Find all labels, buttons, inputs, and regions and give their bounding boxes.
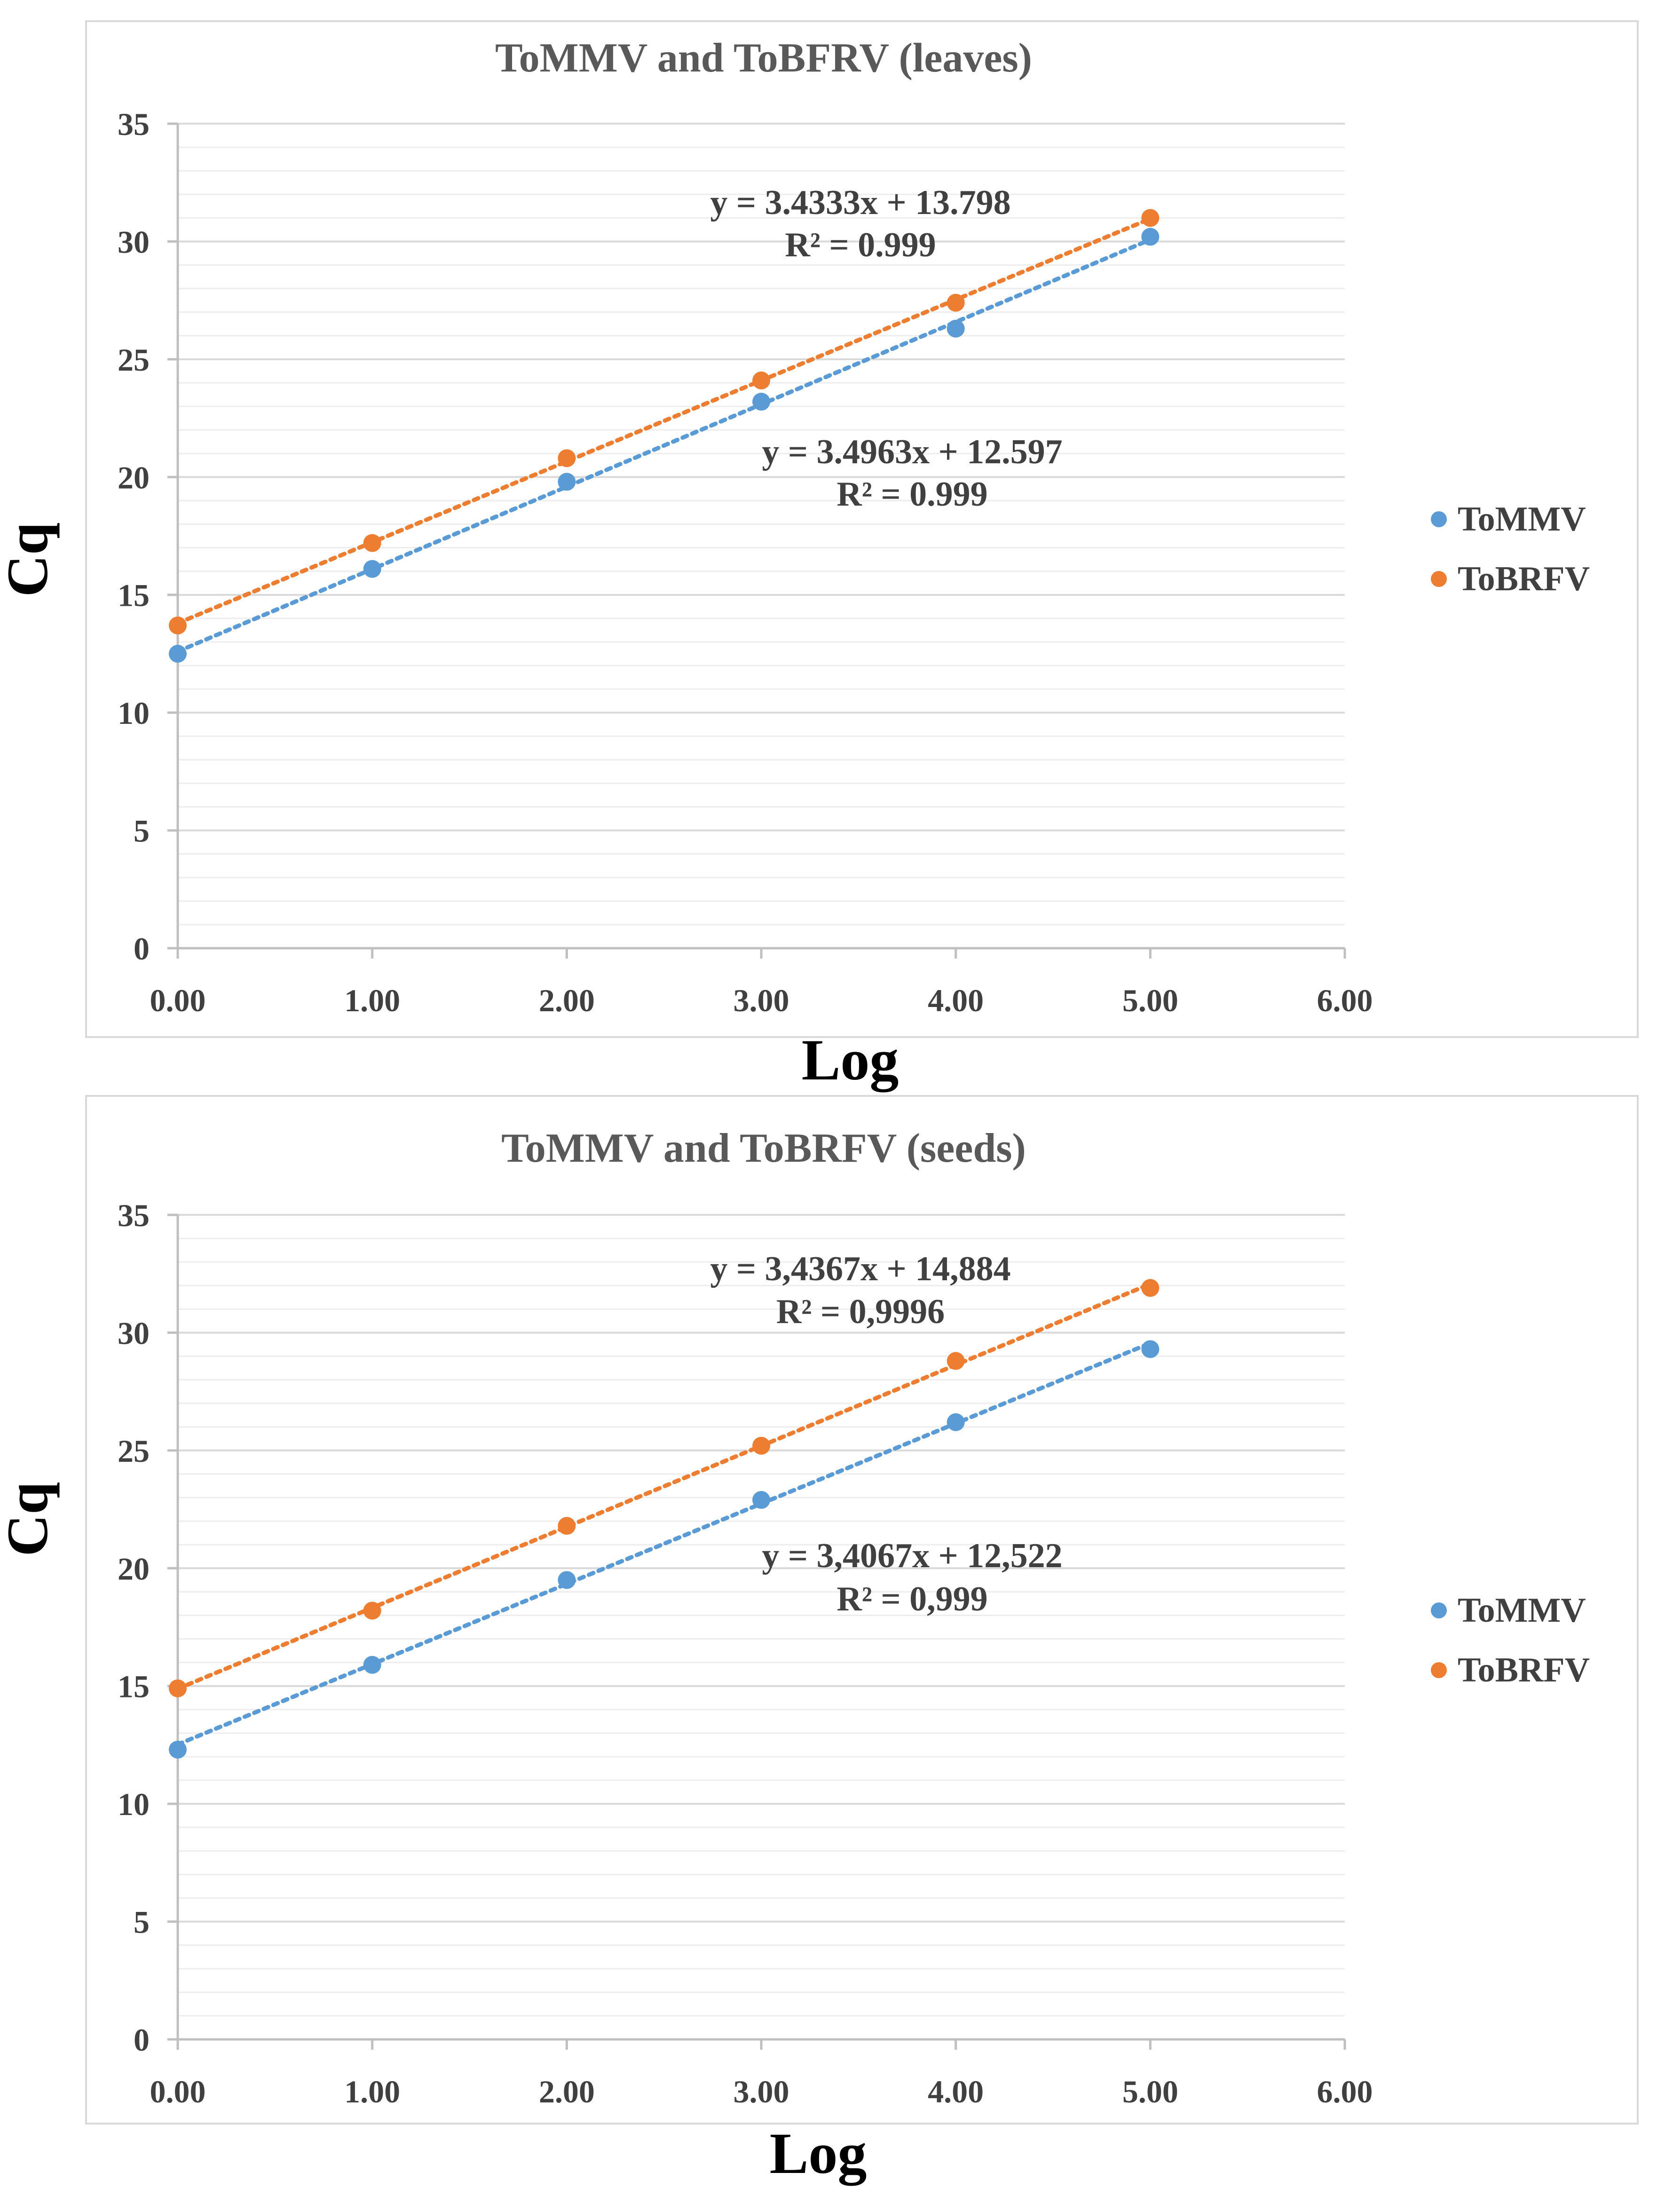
data-point-tommv [947,319,965,338]
x-tick-label: 1.00 [344,983,400,1018]
x-tick-label: 5.00 [1122,983,1178,1018]
trendline-tommv [175,1341,1152,1747]
data-point-tobrfv [752,1436,770,1455]
data-point-tobrfv [169,1679,187,1697]
x-axis-title: Log [802,1028,899,1093]
data-point-tobrfv [1141,1279,1160,1297]
trendline-tommv [175,237,1152,654]
data-point-tommv [169,1740,187,1759]
legend-label-tommv: ToMMV [1458,500,1586,539]
x-tick-label: 1.00 [344,2074,400,2109]
r-squared-label-tobrfv: R² = 0.999 [785,226,936,264]
trendline-equation-tobrfv: y = 3,4367x + 14,884 [710,1250,1010,1288]
legend-label-tobrfv: ToBRFV [1458,1651,1590,1689]
data-point-tommv [558,1571,576,1589]
data-point-tobrfv [947,1352,965,1370]
y-tick-label: 30 [118,224,150,260]
y-tick-label: 35 [118,106,150,142]
legend: ToMMV ToBRFV [1431,1591,1590,1689]
legend-label-tobrfv: ToBRFV [1458,560,1590,598]
legend: ToMMV ToBRFV [1431,500,1590,598]
data-point-tobrfv [363,534,381,552]
data-point-tobrfv [558,1517,576,1535]
data-point-tobrfv [169,616,187,634]
y-tick-label: 10 [118,695,150,731]
r-squared-label-tommv: R² = 0.999 [836,475,987,514]
y-tick-label: 15 [118,1669,150,1705]
y-tick-label: 25 [118,1433,150,1469]
chart-panel-seeds: 0 5 10 15 20 25 30 35 0.00 1.00 2.00 3.00 4.00 5.00 6.… [0,1095,1639,2186]
y-tick-label: 35 [118,1197,150,1233]
data-point-tommv [1141,228,1160,246]
y-tick-label: 25 [118,342,150,378]
data-point-tommv [169,644,187,663]
y-tick-label: 15 [118,578,150,613]
x-tick-label: 6.00 [1317,983,1373,1018]
legend-label-tommv: ToMMV [1458,1591,1586,1630]
y-tick-label: 0 [134,931,150,967]
x-tick-label: 3.00 [734,983,789,1018]
x-axis-title: Log [770,2121,867,2186]
data-point-tobrfv [363,1602,381,1620]
y-tick-label: 30 [118,1315,150,1351]
data-point-tommv [558,473,576,491]
legend-marker-tommv [1431,1602,1447,1618]
data-point-tommv [752,1491,770,1509]
data-point-tobrfv [947,293,965,312]
y-tick-label: 20 [118,1551,150,1586]
chart-title: ToMMV and ToBRFV (seeds) [501,1126,1026,1171]
legend-marker-tobrfv [1431,571,1447,587]
x-tick-label: 6.00 [1317,2074,1373,2109]
chart-frame [85,1095,1639,2125]
legend-marker-tobrfv [1431,1662,1447,1678]
trendline-equation-tommv: y = 3.4963x + 12.597 [762,433,1062,471]
data-point-tommv [363,560,381,578]
chart-frame [85,20,1639,1038]
y-tick-label: 5 [134,1904,150,1940]
x-tick-label: 4.00 [928,983,984,1018]
data-point-tommv [752,393,770,411]
y-tick-label: 5 [134,813,150,849]
data-point-tobrfv [752,371,770,389]
trendline-equation-tommv: y = 3,4067x + 12,522 [762,1537,1062,1575]
data-point-tommv [1141,1340,1160,1358]
y-axis-title: Cq [0,1482,60,1557]
y-tick-label: 20 [118,460,150,495]
chart-title: ToMMV and ToBFRV (leaves) [495,35,1032,81]
x-tick-label: 3.00 [734,2074,789,2109]
y-tick-label: 10 [118,1786,150,1822]
trendline-tobrfv [175,216,1152,626]
x-tick-label: 5.00 [1122,2074,1178,2109]
x-tick-label: 4.00 [928,2074,984,2109]
x-tick-label: 0.00 [150,2074,206,2109]
trendline-equation-tobrfv: y = 3.4333x + 13.798 [710,183,1010,222]
y-tick-label: 0 [134,2022,150,2058]
data-point-tobrfv [558,449,576,468]
trendline-tobrfv [175,1282,1152,1691]
data-point-tobrfv [1141,209,1160,227]
data-point-tommv [947,1413,965,1431]
chart-panel-leaves: 0 5 10 15 20 25 30 35 0.00 1.00 2.00 3.00 4.00 5.00 6.… [0,20,1639,1093]
r-squared-label-tobrfv: R² = 0,9996 [776,1292,945,1331]
x-tick-label: 2.00 [539,983,595,1018]
y-axis-title: Cq [0,523,60,597]
legend-marker-tommv [1431,511,1447,527]
x-tick-label: 0.00 [150,983,206,1018]
r-squared-label-tommv: R² = 0,999 [836,1580,987,1618]
data-point-tommv [363,1656,381,1674]
x-tick-label: 2.00 [539,2074,595,2109]
